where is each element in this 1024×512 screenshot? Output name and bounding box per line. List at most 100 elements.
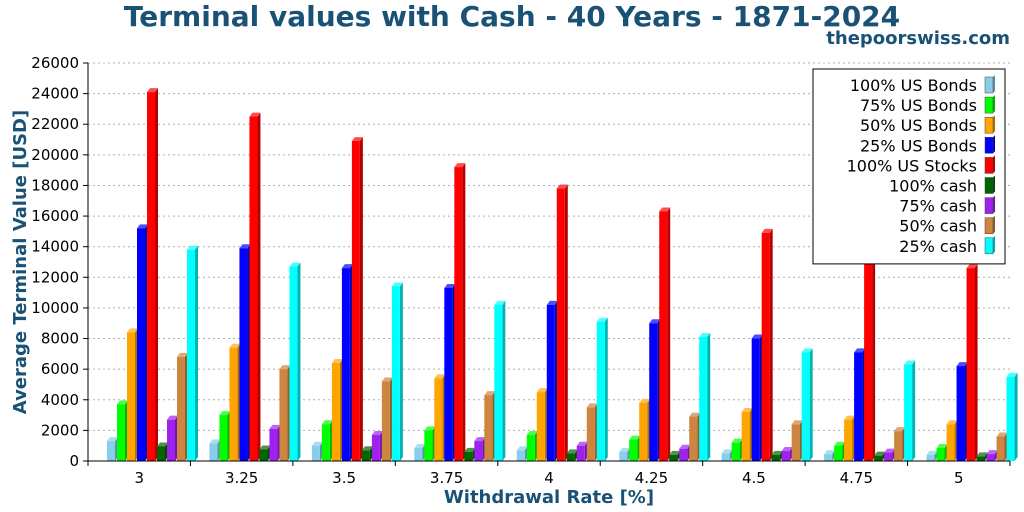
bar-front	[854, 352, 863, 461]
source-label: thepoorswiss.com	[826, 28, 1010, 49]
legend-label: 50% cash	[899, 217, 977, 236]
x-tick-label: 3	[134, 469, 144, 487]
bar	[761, 228, 773, 461]
bar	[209, 439, 221, 461]
legend-swatch-side	[993, 115, 995, 134]
bar-front	[926, 454, 935, 461]
bar-front	[741, 412, 750, 461]
bar-front	[249, 116, 258, 462]
bar	[516, 446, 528, 461]
legend-swatch	[984, 217, 994, 234]
bar	[311, 441, 323, 461]
bar-front	[474, 441, 483, 461]
legend-swatch-side	[993, 195, 995, 214]
bar-top	[444, 284, 456, 289]
bar-front	[157, 446, 165, 461]
bar	[526, 430, 538, 461]
legend-swatch-side	[993, 175, 995, 194]
bar-front	[619, 451, 628, 461]
bar	[894, 427, 906, 461]
y-tick-label: 26000	[31, 54, 79, 72]
bar-top	[741, 408, 753, 413]
bar-front	[996, 436, 1005, 461]
bar-front	[536, 392, 545, 461]
bar-front	[187, 249, 195, 461]
bar-top	[454, 163, 466, 168]
bar-side	[155, 88, 158, 461]
bar-front	[526, 434, 535, 461]
bar	[976, 452, 988, 461]
bar-top	[381, 377, 393, 382]
bar-top	[884, 448, 896, 453]
bar-side	[257, 112, 261, 462]
bar-side	[604, 317, 608, 461]
bar-front	[679, 448, 688, 461]
bar-top	[894, 427, 906, 432]
bar	[341, 264, 353, 461]
bar-front	[721, 453, 730, 461]
y-axis-label: Average Terminal Value [USD]	[10, 110, 31, 414]
bar-front	[147, 92, 155, 461]
bar-side	[769, 228, 773, 461]
bar-front	[669, 454, 678, 461]
bar-front	[956, 366, 965, 461]
bar	[474, 437, 486, 461]
bar-top	[361, 446, 373, 451]
bar	[834, 441, 846, 461]
bar	[751, 334, 763, 461]
bar-side	[564, 184, 568, 461]
bar	[546, 300, 558, 461]
bar	[331, 359, 343, 461]
bar-front	[731, 442, 740, 461]
bar-top	[494, 300, 506, 305]
bar-front	[229, 347, 238, 461]
bar-top	[341, 264, 353, 269]
bar-top	[834, 441, 846, 446]
bar	[904, 360, 916, 461]
bar-side	[399, 282, 403, 461]
bar-front	[966, 268, 975, 461]
bar-top	[904, 360, 916, 365]
y-tick-label: 12000	[31, 268, 79, 286]
bar-top	[526, 430, 538, 435]
bar-top	[761, 228, 773, 233]
bar-top	[659, 207, 671, 212]
legend-swatch	[984, 137, 994, 154]
bar-top	[926, 450, 938, 455]
bar-front	[791, 424, 800, 461]
bar-top	[474, 437, 486, 442]
bar-front	[209, 443, 218, 461]
bar	[721, 449, 733, 461]
bar-side	[667, 207, 671, 461]
bar-top	[801, 348, 813, 353]
bar	[381, 377, 393, 461]
bar-top	[167, 415, 178, 420]
bar-front	[484, 395, 493, 461]
bar-front	[351, 141, 360, 462]
bars	[107, 88, 1018, 462]
legend-box	[812, 68, 1006, 265]
bar	[494, 300, 506, 461]
bar	[731, 438, 743, 461]
x-tick-label: 3.75	[430, 469, 463, 487]
bar	[289, 262, 301, 461]
bar-front	[177, 356, 185, 461]
bar-front	[391, 286, 400, 461]
bar-top	[751, 334, 763, 339]
bar-top	[311, 441, 323, 446]
bar-front	[311, 445, 320, 461]
bar-front	[976, 456, 985, 461]
bar-front	[1006, 376, 1015, 461]
bar-front	[699, 337, 708, 461]
bar	[689, 412, 701, 461]
legend-label: 100% US Stocks	[847, 156, 977, 175]
bar-front	[414, 447, 423, 461]
bar	[279, 365, 291, 461]
bar	[454, 163, 466, 462]
bar-top	[177, 352, 188, 357]
bar-front	[884, 452, 893, 461]
bar-front	[289, 266, 298, 461]
bar	[117, 400, 128, 461]
legend-swatch-side	[993, 235, 995, 254]
